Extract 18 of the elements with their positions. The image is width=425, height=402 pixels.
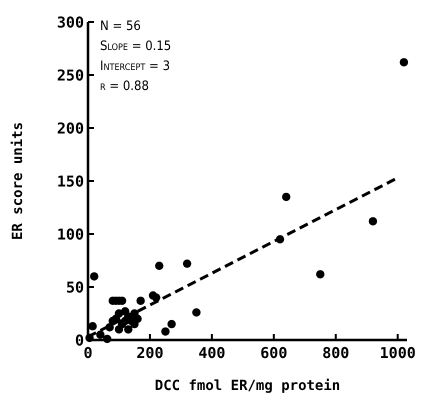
y-tick-label: 300 <box>56 13 84 32</box>
y-tick-label: 200 <box>56 119 84 138</box>
x-tick-label: 600 <box>260 344 288 362</box>
y-tick-label: 250 <box>56 66 84 84</box>
x-tick-label: 400 <box>198 344 226 362</box>
annotation: N = 56 <box>100 19 141 34</box>
y-tick-label: 100 <box>56 225 84 244</box>
y-tick-label: 0 <box>74 331 84 350</box>
annotation: r = 0.88 <box>100 79 149 94</box>
x-tick-label: 200 <box>136 344 164 362</box>
x-tick-label: 800 <box>322 344 350 362</box>
x-axis-title: DCC fmol ER/mg protein <box>154 378 340 394</box>
x-tick-label: 1000 <box>380 344 416 362</box>
annotation: Intercept = 3 <box>100 59 170 74</box>
y-tick-label: 150 <box>56 172 84 190</box>
y-axis-title: ER score units <box>10 122 26 240</box>
y-tick-label: 50 <box>66 278 84 296</box>
annotation: Slope = 0.15 <box>100 39 172 54</box>
